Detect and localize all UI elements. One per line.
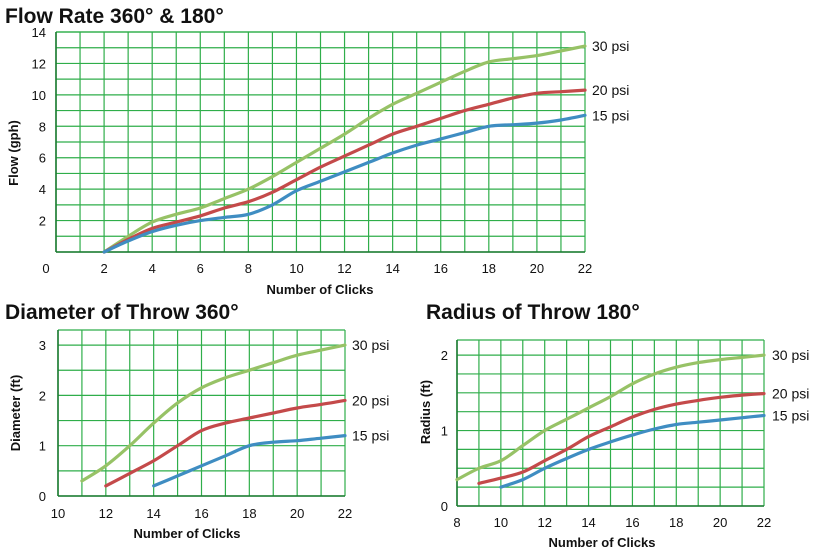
flow-origin-label: 0 (42, 261, 49, 276)
radius-y-tick-label: 1 (441, 424, 448, 439)
diameter-series-label: 20 psi (352, 392, 389, 408)
radius-x-tick-label: 14 (581, 515, 595, 530)
diameter-x-tick-label: 12 (99, 506, 113, 521)
flow-x-tick-label: 14 (385, 261, 399, 276)
flow-y-tick-label: 6 (39, 151, 46, 166)
radius-x-tick-label: 8 (453, 515, 460, 530)
diameter-x-tick-label: 16 (194, 506, 208, 521)
radius-y-tick-label: 2 (441, 348, 448, 363)
flow-x-tick-label: 8 (245, 261, 252, 276)
flow-title: Flow Rate 360° & 180° (5, 5, 224, 28)
flow-series-30-psi (102, 44, 587, 254)
flow-series-20-psi (102, 88, 587, 254)
flow-series-label: 30 psi (592, 38, 629, 54)
radius-x-tick-label: 10 (494, 515, 508, 530)
diameter-series-30-psi (80, 343, 347, 483)
flow-x-tick-label: 16 (433, 261, 447, 276)
radius-series-20-psi (477, 392, 766, 485)
flow-x-axis-label: Number of Clicks (267, 282, 374, 297)
diameter-title: Diameter of Throw 360° (5, 301, 239, 324)
flow-y-tick-label: 2 (39, 214, 46, 229)
flow-y-tick-label: 8 (39, 119, 46, 134)
radius-x-tick-label: 20 (713, 515, 727, 530)
radius-x-tick-label: 16 (625, 515, 639, 530)
radius-series-15-psi (499, 413, 766, 489)
diameter-x-tick-label: 18 (242, 506, 256, 521)
radius-x-axis-label: Number of Clicks (549, 535, 656, 549)
diameter-series-label: 15 psi (352, 428, 389, 444)
radius-x-tick-label: 12 (537, 515, 551, 530)
radius-x-tick-label: 18 (669, 515, 683, 530)
diameter-x-tick-label: 22 (338, 506, 352, 521)
flow-series-15-psi (102, 113, 587, 254)
diameter-chart: Diameter of Throw 360°10 12 14 16 18 20 220123… (5, 301, 389, 541)
diameter-y-tick-label: 2 (39, 388, 46, 403)
diameter-x-tick-label: 20 (290, 506, 304, 521)
flow-x-tick-label: 4 (149, 261, 156, 276)
diameter-series-15-psi (152, 434, 347, 488)
flow-y-tick-label: 14 (32, 25, 46, 40)
radius-y-axis-label: Radius (ft) (418, 380, 433, 444)
flow-x-tick-label: 6 (197, 261, 204, 276)
diameter-y-tick-label: 3 (39, 338, 46, 353)
flow-x-tick-label: 10 (289, 261, 303, 276)
radius-series-label: 15 psi (772, 407, 809, 423)
diameter-x-axis-label: Number of Clicks (134, 526, 241, 541)
radius-chart: Radius of Throw 180°8 10 12 14 16 18 20 22012Nu… (418, 301, 809, 549)
flow-x-tick-label: 22 (578, 261, 592, 276)
flow-x-tick-label: 12 (337, 261, 351, 276)
diameter-x-tick-label: 14 (146, 506, 160, 521)
diameter-series-20-psi (104, 398, 347, 488)
flow-chart: Flow Rate 360° & 180°2 4 6 8 10 12 14 16 18 20 220… (5, 5, 629, 297)
radius-series-30-psi (455, 353, 766, 482)
radius-x-tick-label: 22 (757, 515, 771, 530)
flow-y-tick-label: 4 (39, 182, 46, 197)
diameter-x-tick-label: 10 (51, 506, 65, 521)
radius-title: Radius of Throw 180° (426, 301, 640, 324)
flow-series-label: 15 psi (592, 107, 629, 123)
flow-y-tick-label: 12 (32, 56, 46, 71)
flow-x-tick-label: 18 (482, 261, 496, 276)
flow-y-tick-label: 10 (32, 88, 46, 103)
diameter-y-axis-label: Diameter (ft) (8, 375, 23, 452)
diameter-series-label: 30 psi (352, 337, 389, 353)
diameter-y-tick-label: 0 (39, 489, 46, 504)
flow-series-label: 20 psi (592, 82, 629, 98)
diameter-y-tick-label: 1 (39, 439, 46, 454)
radius-y-tick-label: 0 (441, 499, 448, 514)
flow-x-tick-label: 20 (530, 261, 544, 276)
flow-y-axis-label: Flow (gph) (6, 120, 21, 186)
radius-series-label: 30 psi (772, 347, 809, 363)
flow-x-tick-label: 2 (100, 261, 107, 276)
radius-series-label: 20 psi (772, 386, 809, 402)
